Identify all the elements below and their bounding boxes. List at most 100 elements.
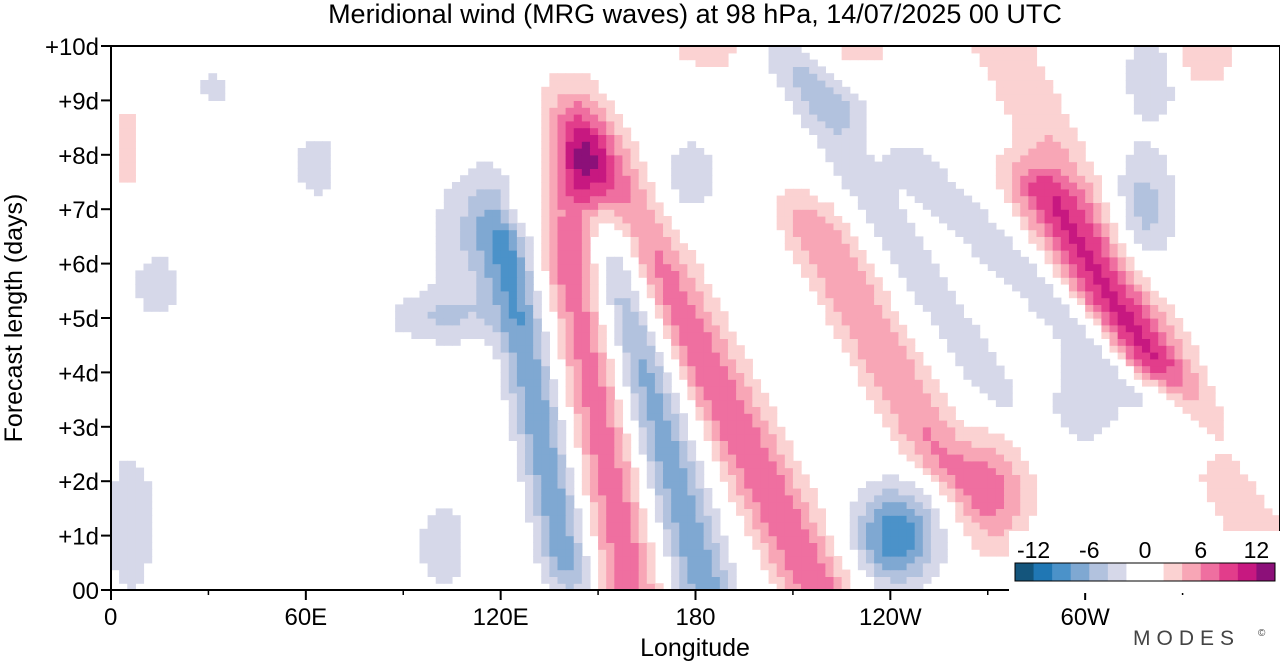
heatmap-cell — [589, 175, 599, 183]
heatmap-cell — [630, 406, 640, 414]
heatmap-cell — [1020, 73, 1029, 81]
heatmap-cell — [663, 379, 672, 387]
heatmap-cell — [1206, 474, 1216, 482]
heatmap-cell — [1150, 154, 1159, 163]
heatmap-cell — [1190, 345, 1200, 353]
heatmap-cell — [963, 488, 973, 496]
heatmap-cell — [443, 202, 453, 210]
heatmap-cell — [119, 528, 128, 537]
heatmap-cell — [752, 379, 762, 387]
heatmap-cell — [135, 508, 145, 516]
heatmap-cell — [963, 229, 973, 237]
heatmap-cell — [679, 562, 688, 571]
heatmap-cell — [533, 399, 542, 407]
heatmap-cell — [930, 420, 940, 428]
heatmap-cell — [679, 243, 688, 251]
heatmap-cell — [525, 318, 534, 326]
heatmap-cell — [663, 454, 672, 462]
heatmap-cell — [833, 114, 843, 122]
heatmap-cell — [533, 528, 542, 537]
heatmap-cell — [663, 372, 672, 380]
heatmap-cell — [971, 474, 981, 482]
heatmap-cell — [703, 188, 713, 197]
heatmap-cell — [695, 352, 705, 360]
heatmap-cell — [622, 556, 632, 564]
heatmap-cell — [614, 311, 624, 319]
heatmap-cell — [565, 134, 575, 142]
heatmap-cell — [825, 148, 835, 156]
heatmap-cell — [955, 501, 964, 509]
heatmap-cell — [963, 528, 973, 537]
heatmap-cell — [987, 467, 997, 475]
heatmap-cell — [995, 66, 1005, 74]
heatmap-cell — [541, 494, 550, 503]
heatmap-cell — [1133, 392, 1143, 401]
heatmap-cell — [987, 515, 997, 523]
heatmap-cell — [1125, 175, 1135, 183]
heatmap-cell — [654, 304, 664, 312]
heatmap-cell — [638, 236, 648, 244]
heatmap-cell — [500, 270, 510, 278]
heatmap-cell — [541, 114, 550, 122]
heatmap-cell — [979, 236, 989, 244]
heatmap-cell — [987, 549, 997, 557]
heatmap-cell — [460, 182, 469, 190]
heatmap-cell — [687, 460, 697, 469]
heatmap-cell — [1141, 209, 1151, 217]
heatmap-cell — [930, 460, 940, 469]
heatmap-cell — [906, 345, 916, 353]
heatmap-cell — [1198, 59, 1208, 67]
heatmap-cell — [825, 216, 835, 224]
heatmap-cell — [1223, 501, 1232, 509]
heatmap-cell — [525, 420, 534, 428]
heatmap-cell — [1077, 202, 1086, 210]
heatmap-cell — [151, 277, 161, 285]
heatmap-cell — [995, 263, 1005, 271]
heatmap-cell — [1093, 229, 1102, 237]
heatmap-cell — [614, 182, 624, 190]
heatmap-cell — [874, 222, 883, 231]
heatmap-cell — [906, 583, 916, 591]
heatmap-cell — [971, 365, 981, 373]
heatmap-cell — [719, 372, 729, 380]
heatmap-cell — [127, 154, 136, 163]
heatmap-cell — [817, 86, 826, 95]
heatmap-cell — [679, 447, 688, 455]
heatmap-cell — [825, 243, 835, 251]
heatmap-cell — [443, 508, 453, 516]
heatmap-cell — [1052, 229, 1062, 237]
heatmap-cell — [930, 474, 940, 482]
heatmap-cell — [606, 195, 615, 203]
heatmap-cell — [825, 222, 835, 231]
heatmap-cell — [630, 556, 640, 564]
heatmap-cell — [841, 576, 851, 584]
heatmap-cell — [565, 556, 575, 564]
heatmap-cell — [573, 365, 583, 373]
heatmap-cell — [654, 413, 664, 421]
heatmap-cell — [419, 556, 429, 564]
heatmap-cell — [492, 331, 502, 339]
heatmap-cell — [833, 256, 843, 265]
heatmap-cell — [1068, 202, 1078, 210]
heatmap-cell — [573, 175, 583, 183]
heatmap-cell — [476, 284, 486, 292]
heatmap-cell — [825, 535, 835, 543]
heatmap-cell — [614, 331, 624, 339]
heatmap-cell — [614, 304, 624, 312]
heatmap-cell — [500, 386, 510, 394]
heatmap-cell — [557, 522, 567, 530]
heatmap-cell — [1077, 229, 1086, 237]
heatmap-cell — [825, 134, 835, 142]
heatmap-cell — [890, 583, 900, 591]
heatmap-cell — [711, 542, 721, 550]
heatmap-cell — [1166, 195, 1176, 203]
heatmap-cell — [874, 161, 883, 169]
heatmap-cell — [1060, 195, 1070, 203]
heatmap-cell — [533, 488, 542, 496]
heatmap-cell — [525, 324, 534, 333]
heatmap-cell — [435, 216, 445, 224]
heatmap-cell — [395, 324, 404, 333]
heatmap-cell — [987, 379, 997, 387]
heatmap-cell — [671, 236, 680, 244]
heatmap-cell — [809, 107, 818, 115]
